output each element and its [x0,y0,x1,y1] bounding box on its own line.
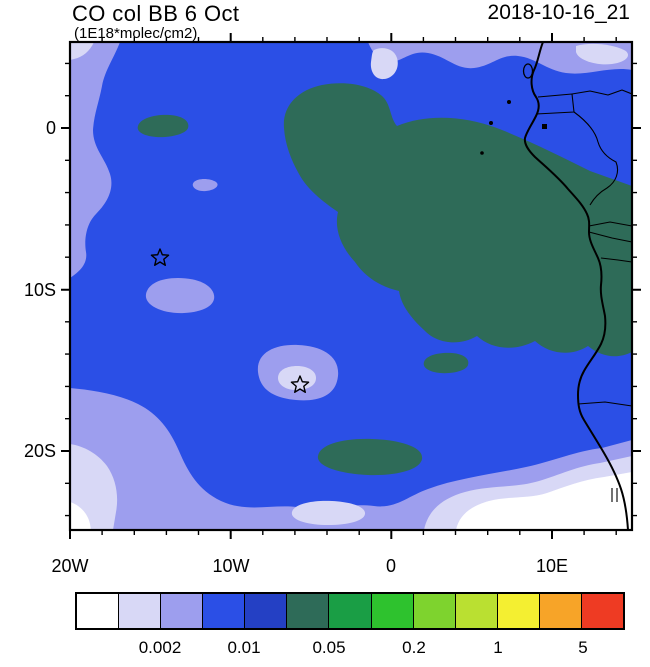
contour-lavender-top-patch [370,48,398,80]
island-dot-principe [507,100,511,104]
colorbar-cell [119,594,162,628]
coastline-africa [523,42,629,530]
border-congo-mouth-north [588,221,632,227]
plot-datestamp: 2018-10-16_21 [487,1,630,24]
border-rio-muni [535,93,575,115]
x-tick-label-10w: 10W [212,556,249,576]
colorbar-label-0002: 0.002 [138,638,182,657]
colorbar-cell [287,594,330,628]
contour-field [70,42,632,530]
border-mark-bottom-right [611,488,618,502]
contour-lavender-bottom-patch [291,500,366,525]
colorbar-cell [413,594,456,628]
colorbar-cell [245,594,288,628]
y-tick-label-10s: 10S [24,280,56,300]
colorbar-label-02: 0.2 [402,638,426,657]
x-tick-label-20w: 20W [51,556,88,576]
plot-title: CO col BB 6 Oct [72,1,240,26]
y-tick-label-20s: 20S [24,441,56,461]
contour-lavender-topleft-corner [70,42,94,60]
contour-white-southeast [456,472,632,530]
contour-lavender-center-core [278,366,316,390]
contour-periwinkle-small-dash [192,179,218,192]
colorbar-cell [371,594,414,628]
contour-teal-patch-upper-left [137,114,189,138]
contour-periwinkle-midleft-blob [145,278,215,314]
colorbar-cell [161,594,204,628]
colorbar-cell [581,594,624,628]
border-angola-namibia [577,401,632,407]
star-marker-2 [290,375,310,393]
contour-periwinkle-top-band [368,42,632,74]
colorbar-label-005: 0.05 [312,638,346,657]
y-tick-label-0: 0 [46,118,56,138]
colorbar-cell [77,594,120,628]
x-tick-label-10e: 10E [536,556,568,576]
axis-ticks-major [61,33,641,539]
map-canvas: 0 10S 20S 20W 10W 0 10E [24,33,641,576]
contour-lavender-southwest-blob [70,444,118,530]
colorbar-label-1: 1 [493,638,503,657]
star-marker-1 [150,248,170,266]
island-dot-annobon [480,151,484,155]
border-angola-drc [600,257,632,263]
colorbar-label-5: 5 [578,638,588,657]
contour-teal-patch-south [317,438,423,476]
colorbar-cell [539,594,582,628]
map-frame [68,40,634,532]
colorbar-cell [455,594,498,628]
contour-white-southwest-corner [70,502,91,530]
contour-periwinkle-west-strip [70,42,120,278]
x-tick-label-0: 0 [386,556,396,576]
island-dot-sao-tome [489,121,493,125]
coast-square-marker [542,124,547,129]
axis-ticks-minor [65,37,637,535]
border-congo-mouth-south [588,231,632,243]
contour-lavender-topright-patch [576,43,628,65]
contour-teal-patch-mid [423,352,469,374]
colorbar-label-001: 0.01 [227,638,261,657]
contour-teal-main-plume [283,83,632,357]
colorbar-cell [203,594,246,628]
border-gabon-congo [573,111,619,206]
colorbar-cell [329,594,372,628]
colorbar [75,592,625,630]
island-outline-bioko [522,63,534,79]
border-cameroon-congo [571,89,632,96]
colorbar-cell [497,594,540,628]
